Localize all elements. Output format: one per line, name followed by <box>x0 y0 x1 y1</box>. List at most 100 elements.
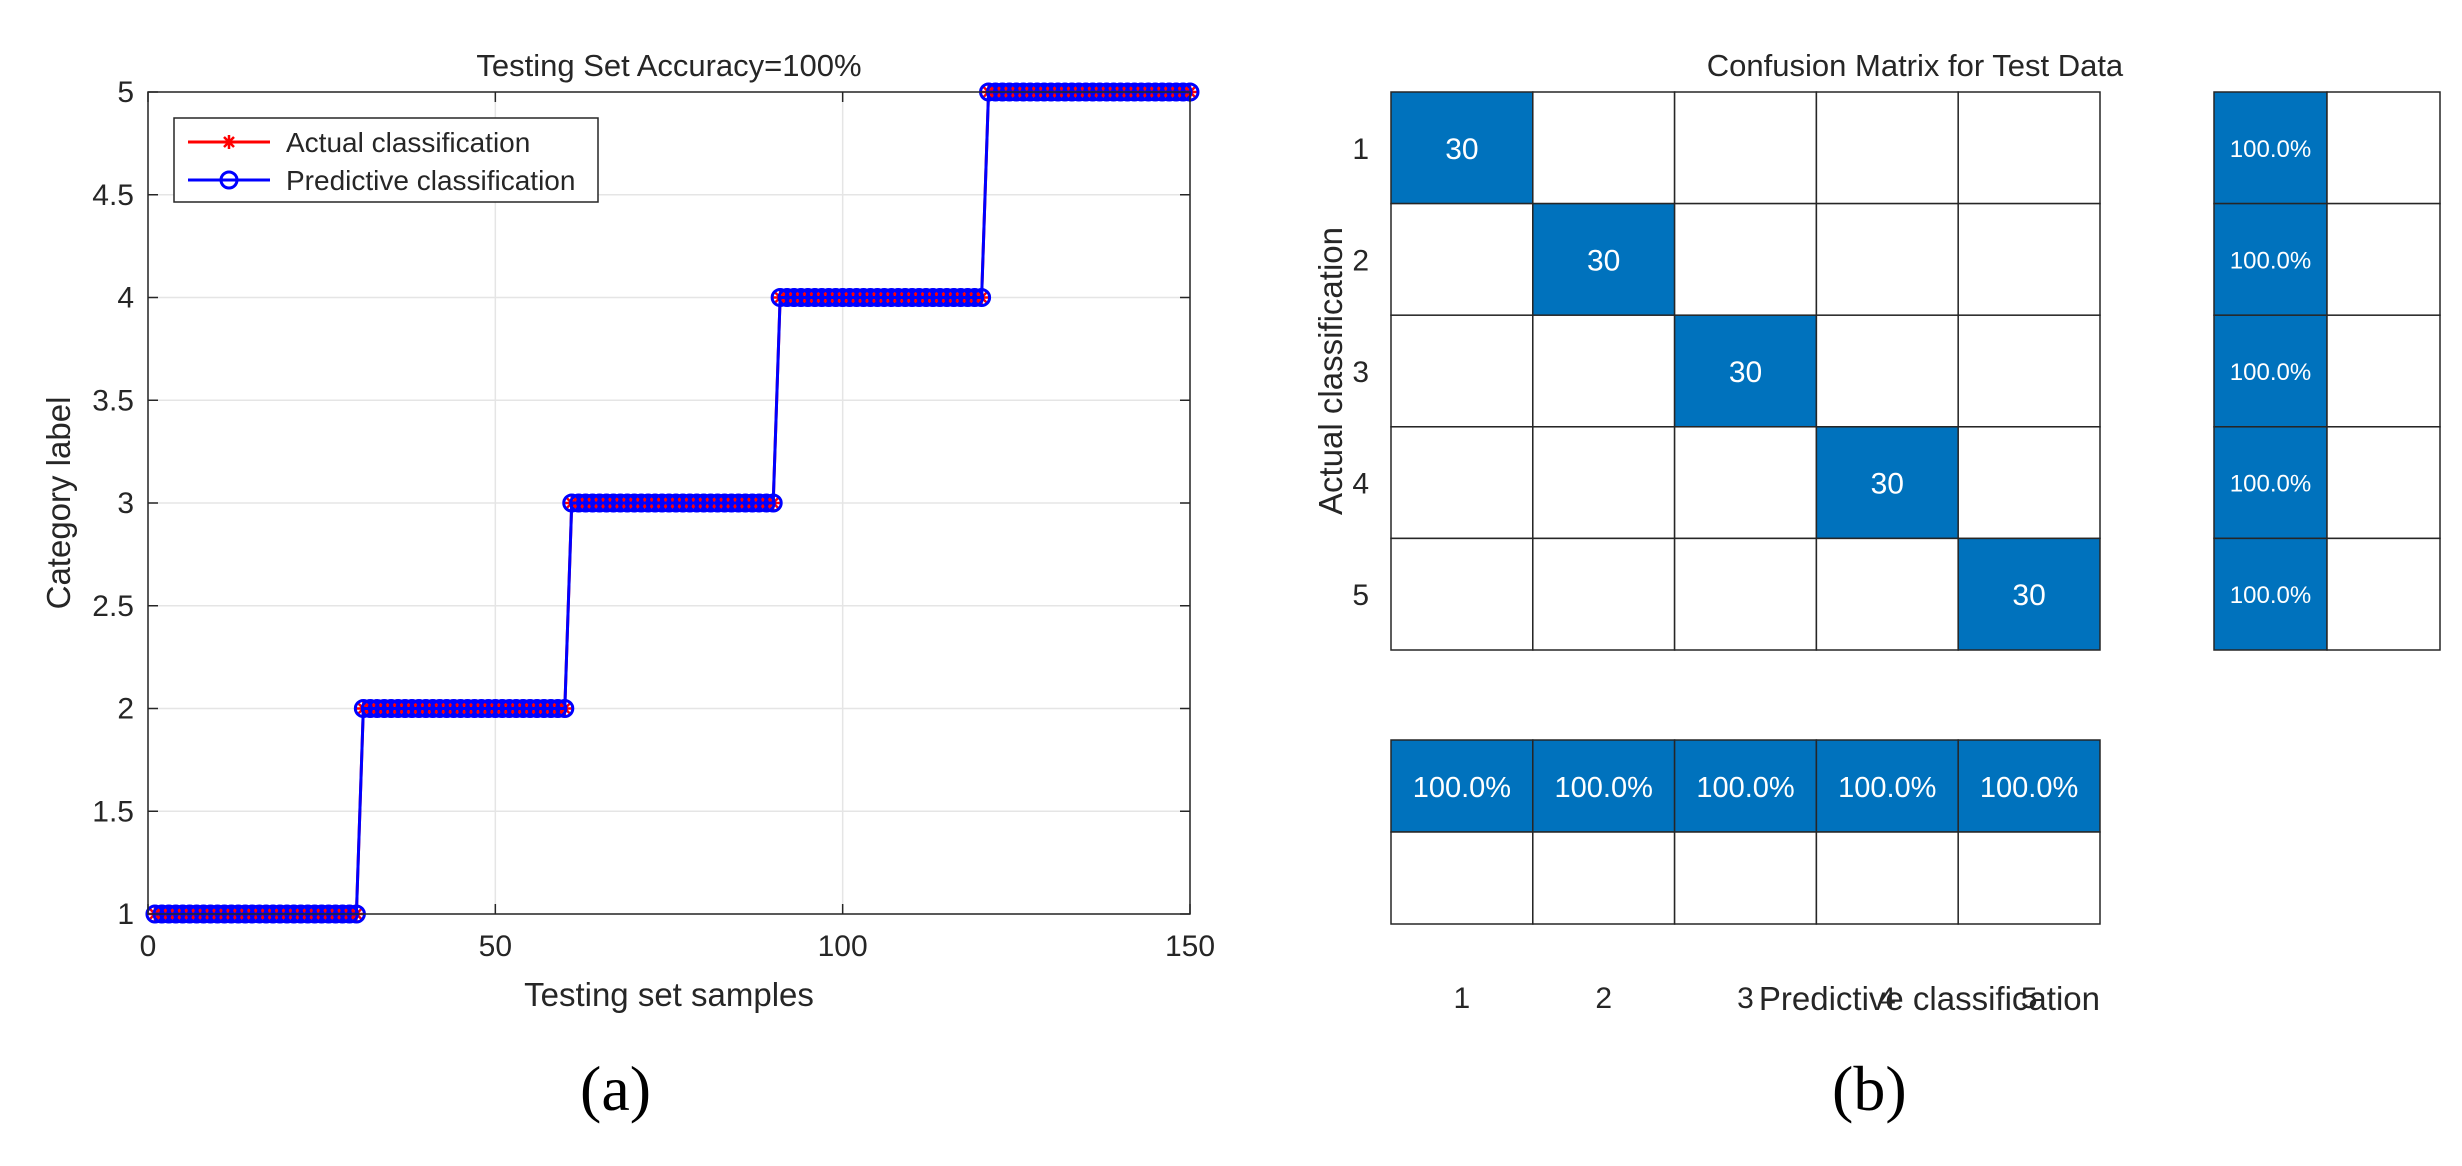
matrix-cell <box>1390 537 1534 651</box>
data-point <box>569 493 589 513</box>
x-axis-label: Predictive classification <box>1759 980 2100 1017</box>
data-point <box>458 699 478 718</box>
data-point <box>464 699 484 718</box>
column-label: 3 <box>1737 982 1754 1015</box>
chart-title: Confusion Matrix for Test Data <box>1707 48 2124 83</box>
matrix-cell <box>1673 91 1818 205</box>
chart-title: Testing Set Accuracy=100% <box>476 48 861 83</box>
data-point <box>937 288 957 307</box>
matrix-cell <box>1673 426 1818 540</box>
data-point <box>471 699 491 718</box>
column-summary-empty-cell <box>1390 831 1534 925</box>
row-summary-empty-cell <box>2326 314 2441 428</box>
x-tick-label: 100 <box>818 930 868 963</box>
data-point <box>437 699 457 718</box>
data-point <box>735 493 755 513</box>
x-tick-label: 50 <box>479 930 512 963</box>
matrix-cell <box>1815 537 1959 651</box>
row-label: 2 <box>1352 244 1369 277</box>
data-point <box>610 493 630 513</box>
cell-value: 30 <box>1871 468 1904 501</box>
data-point <box>895 288 915 307</box>
data-point <box>596 493 616 513</box>
data-point <box>791 288 811 307</box>
row-summary-empty-cell <box>2326 91 2441 205</box>
column-label: 4 <box>1879 982 1896 1015</box>
data-point <box>847 288 867 307</box>
data-point <box>708 493 728 513</box>
data-point <box>867 288 887 307</box>
data-point <box>541 699 561 718</box>
x-tick-label: 0 <box>140 930 157 963</box>
data-point <box>534 699 554 718</box>
matrix-cell <box>1957 91 2101 205</box>
y-axis-label: Actual classification <box>1312 227 1349 515</box>
y-tick-label: 3 <box>117 487 134 520</box>
data-point <box>840 288 860 307</box>
data-point <box>902 288 922 307</box>
data-point <box>749 493 769 513</box>
data-point <box>652 493 672 513</box>
data-point <box>805 288 825 307</box>
cell-value: 30 <box>1729 356 1762 389</box>
data-point <box>916 288 936 307</box>
data-point <box>555 699 575 718</box>
data-point <box>923 288 943 307</box>
data-point <box>409 699 429 718</box>
data-point <box>909 288 929 307</box>
column-summary-value: 100.0% <box>1696 772 1794 804</box>
data-point <box>680 493 700 513</box>
axes-box <box>147 91 1191 915</box>
data-point <box>631 493 651 513</box>
data-point <box>492 699 512 718</box>
matrix-cell <box>1532 426 1676 540</box>
column-summary-cell <box>1957 739 2101 833</box>
data-point <box>548 699 568 718</box>
data-point <box>881 288 901 307</box>
data-point <box>374 699 394 718</box>
row-summary-value: 100.0% <box>2230 359 2311 386</box>
matrix-cell <box>1957 314 2101 428</box>
column-summary-value: 100.0% <box>1555 772 1653 804</box>
column-summary-empty-cell <box>1673 831 1818 925</box>
legend-marker <box>219 170 239 190</box>
legend-marker <box>222 135 236 149</box>
legend: Actual classification Predictive classifi… <box>173 117 599 203</box>
row-label: 5 <box>1352 579 1369 612</box>
cell-value: 30 <box>1445 133 1478 166</box>
y-tick-label: 5 <box>117 76 134 109</box>
data-point <box>819 288 839 307</box>
row-summary-cell <box>2213 426 2328 540</box>
data-point <box>603 493 623 513</box>
data-point <box>763 493 783 513</box>
data-point <box>353 699 373 718</box>
data-point <box>930 288 950 307</box>
y-tick-label: 2 <box>117 693 134 726</box>
data-point <box>645 493 665 513</box>
matrix-cell <box>1532 537 1676 651</box>
data-point <box>478 699 498 718</box>
data-point <box>624 493 644 513</box>
column-label: 5 <box>2021 982 2038 1015</box>
matrix-cell <box>1815 91 1959 205</box>
data-point <box>513 699 533 718</box>
data-point <box>860 288 880 307</box>
data-point <box>944 288 964 307</box>
data-point <box>666 493 686 513</box>
data-point <box>673 493 693 513</box>
row-summary-empty-cell <box>2326 426 2441 540</box>
row-label: 3 <box>1352 356 1369 389</box>
confusion-matrix: 30 30 30 30 30 1 2 3 4 5 100.0% 100.0% 100.0% 100.0% 1… <box>1312 48 2441 1017</box>
data-point <box>854 288 874 307</box>
matrix-cell <box>1532 314 1676 428</box>
column-summary-empty-cell <box>1815 831 1959 925</box>
data-point <box>583 493 603 513</box>
x-tick-label: 150 <box>1165 930 1215 963</box>
data-point <box>520 699 540 718</box>
row-label: 1 <box>1352 133 1369 166</box>
row-summary-empty-cell <box>2326 537 2441 651</box>
data-point <box>826 288 846 307</box>
column-summary-value: 100.0% <box>1838 772 1936 804</box>
y-tick-label: 2.5 <box>92 590 134 623</box>
